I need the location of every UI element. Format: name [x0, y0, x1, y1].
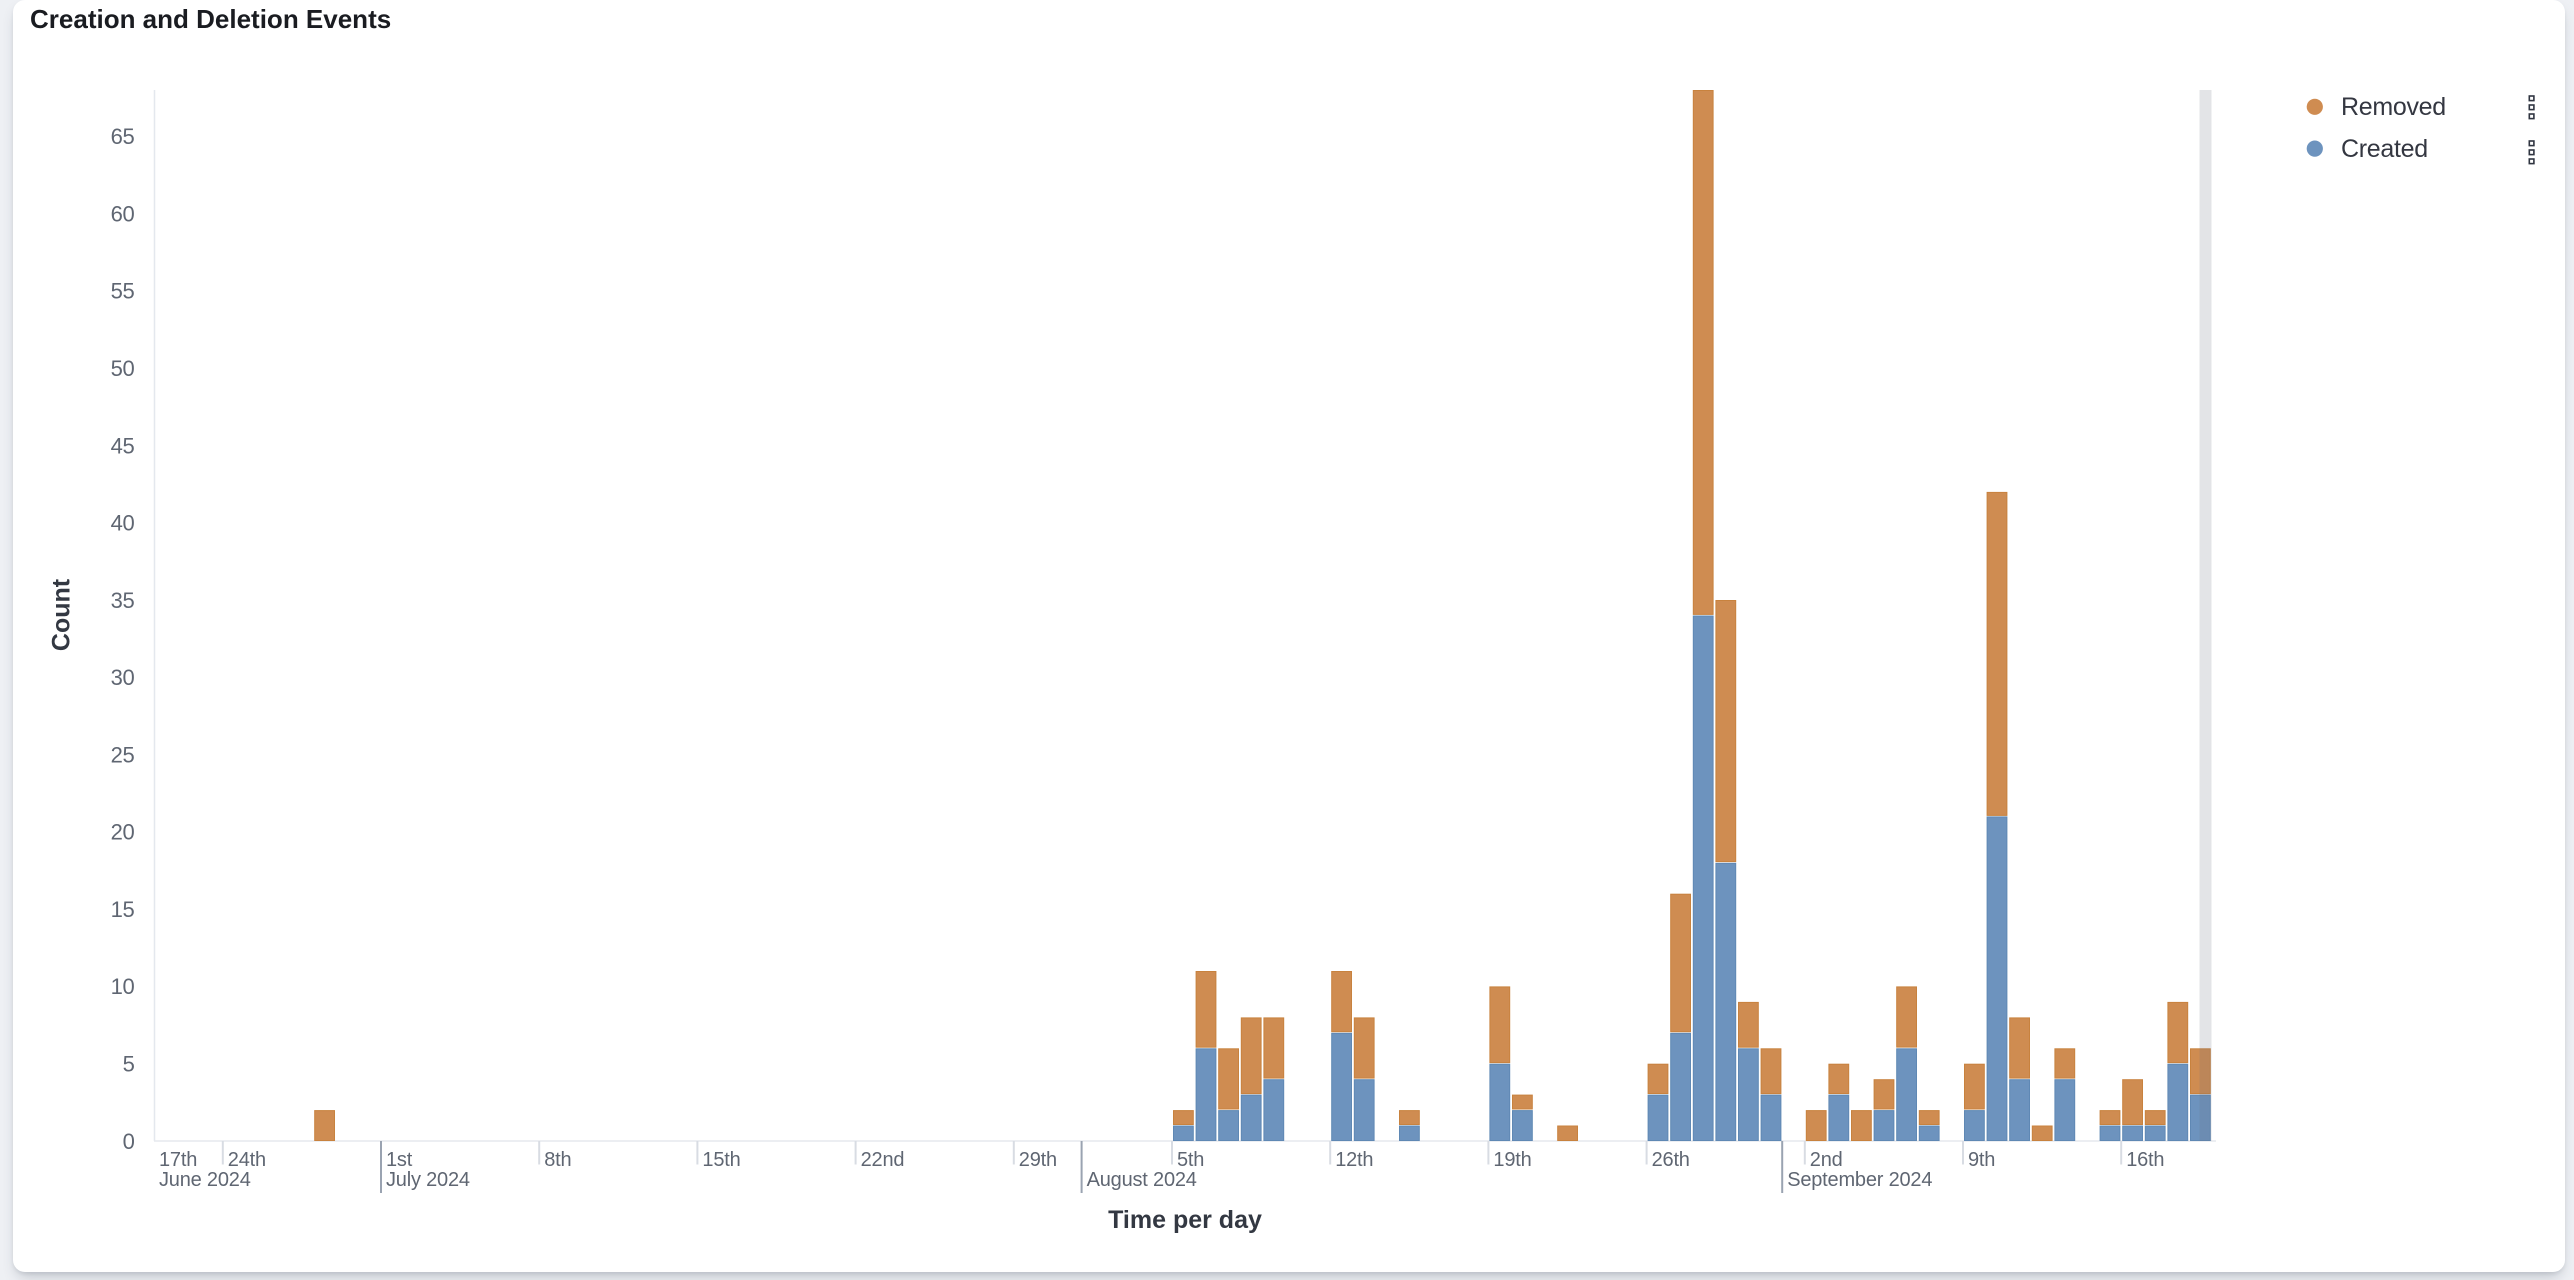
svg-text:September 2024: September 2024	[1787, 1169, 1932, 1191]
svg-text:15th: 15th	[702, 1149, 740, 1171]
svg-text:5th: 5th	[1177, 1149, 1204, 1171]
svg-text:60: 60	[111, 201, 135, 226]
svg-text:40: 40	[111, 511, 135, 536]
svg-text:20: 20	[111, 820, 135, 845]
svg-text:0: 0	[123, 1129, 135, 1154]
svg-text:16th: 16th	[2126, 1149, 2164, 1171]
svg-text:Removed: Removed	[2341, 93, 2446, 121]
svg-text:9th: 9th	[1968, 1149, 1995, 1171]
svg-text:19th: 19th	[1493, 1149, 1531, 1171]
svg-text:22nd: 22nd	[861, 1149, 905, 1171]
svg-text:26th: 26th	[1652, 1149, 1690, 1171]
svg-text:Time per day: Time per day	[1108, 1206, 1262, 1234]
svg-text:65: 65	[111, 124, 135, 149]
svg-text:2nd: 2nd	[1810, 1149, 1843, 1171]
svg-text:Created: Created	[2341, 135, 2428, 163]
svg-text:30: 30	[111, 665, 135, 690]
svg-text:August 2024: August 2024	[1087, 1169, 1197, 1191]
svg-text:Count: Count	[48, 578, 76, 651]
svg-text:8th: 8th	[544, 1149, 571, 1171]
svg-text:24th: 24th	[228, 1149, 266, 1171]
svg-text:45: 45	[111, 433, 135, 458]
svg-text:35: 35	[111, 588, 135, 613]
svg-text:5: 5	[123, 1052, 135, 1077]
svg-text:29th: 29th	[1019, 1149, 1057, 1171]
svg-text:12th: 12th	[1335, 1149, 1373, 1171]
svg-text:17th: 17th	[159, 1149, 197, 1171]
svg-text:50: 50	[111, 356, 135, 381]
svg-text:1st: 1st	[386, 1149, 413, 1171]
svg-text:25: 25	[111, 742, 135, 767]
svg-text:July 2024: July 2024	[386, 1169, 470, 1191]
svg-text:June 2024: June 2024	[159, 1169, 251, 1191]
svg-text:15: 15	[111, 897, 135, 922]
svg-text:55: 55	[111, 279, 135, 304]
svg-text:10: 10	[111, 974, 135, 999]
